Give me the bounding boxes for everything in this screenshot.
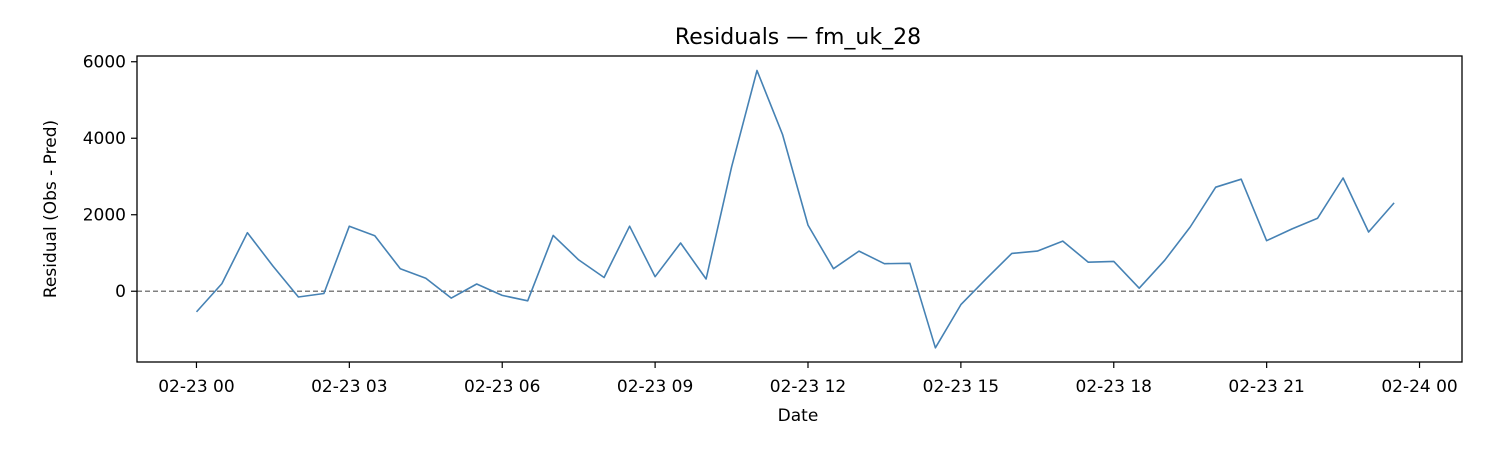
- x-tick-label: 02-23 12: [770, 377, 846, 397]
- chart-title: Residuals — fm_uk_28: [675, 25, 921, 50]
- x-tick-label: 02-23 03: [311, 377, 387, 397]
- residual-series-line: [195, 69, 1395, 349]
- x-tick-label: 02-23 09: [617, 377, 693, 397]
- x-tick-label: 02-24 00: [1381, 377, 1457, 397]
- plot-area: 02-23 00 02-23 03 02-23 06 02-23 09 02-23 12…: [83, 53, 1462, 397]
- plot-frame: [136, 55, 1463, 363]
- x-tick-label: 02-23 18: [1076, 377, 1152, 397]
- x-tick-label: 02-23 00: [158, 377, 234, 397]
- x-tick-label: 02-23 06: [464, 377, 540, 397]
- x-axis-label: Date: [778, 406, 819, 426]
- x-tick-label: 02-23 15: [923, 377, 999, 397]
- x-tick-label: 02-23 21: [1228, 377, 1304, 397]
- y-tick-label: 6000: [83, 53, 126, 73]
- y-tick-label: 0: [115, 282, 126, 302]
- y-tick-label: 4000: [83, 129, 126, 149]
- y-tick-label: 2000: [83, 206, 126, 226]
- y-axis-label: Residual (Obs - Pred): [41, 120, 61, 298]
